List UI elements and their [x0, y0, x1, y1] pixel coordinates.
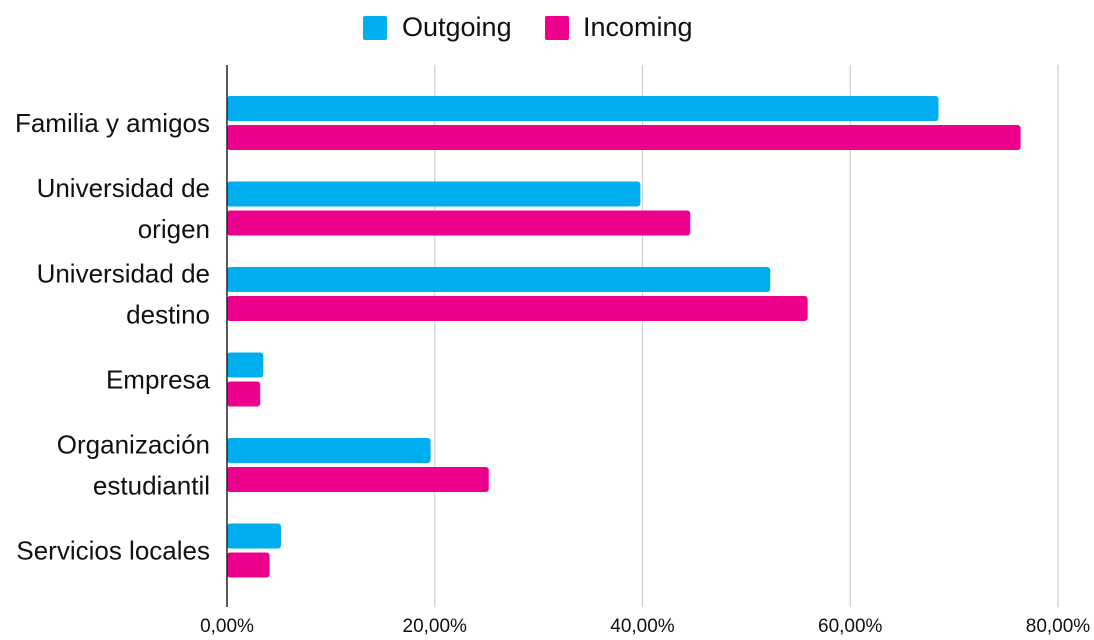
bar-outgoing [227, 523, 282, 549]
bar-outgoing [227, 181, 641, 207]
bars [227, 96, 1021, 578]
legend: Outgoing Incoming [363, 12, 693, 42]
bar-incoming [227, 125, 1021, 150]
bar-incoming [227, 296, 808, 321]
x-tick-label: 0,00% [200, 616, 254, 637]
category-label-line: origen [138, 214, 210, 244]
category-label-line: Organización [57, 430, 210, 460]
bar-outgoing [227, 267, 771, 292]
legend-swatch-incoming [545, 16, 569, 40]
category-label: Familia y amigos [15, 108, 210, 138]
tick-labels: 0,00% 20,00% 40,00% 60,00% 80,00% [200, 616, 1090, 637]
legend-label-incoming: Incoming [583, 12, 693, 42]
category-label-line: Servicios locales [16, 536, 210, 566]
bar-outgoing [227, 438, 431, 463]
legend-label-outgoing: Outgoing [402, 12, 512, 42]
grid-lines [434, 65, 1059, 607]
bar-incoming [227, 381, 261, 407]
legend-swatch-outgoing [363, 16, 387, 40]
category-label-line: destino [126, 300, 210, 330]
bar-incoming [227, 467, 489, 492]
category-label-line: Universidad de [37, 173, 210, 203]
bar-incoming [227, 552, 270, 578]
x-tick-label: 80,00% [1026, 616, 1091, 637]
category-label: Organización estudiantil [57, 430, 210, 501]
bar-incoming [227, 210, 691, 236]
bar-outgoing [227, 352, 264, 378]
category-label: Servicios locales [16, 536, 210, 566]
category-label: Universidad de origen [37, 173, 210, 244]
category-label-line: Empresa [106, 365, 211, 395]
category-label-line: Familia y amigos [15, 108, 210, 138]
category-label-line: Universidad de [37, 259, 210, 289]
x-tick-label: 40,00% [610, 616, 675, 637]
x-tick-label: 20,00% [403, 616, 468, 637]
category-label-line: estudiantil [93, 471, 210, 501]
x-tick-label: 60,00% [818, 616, 883, 637]
bar-outgoing [227, 96, 939, 121]
category-label: Universidad de destino [37, 259, 210, 330]
category-label: Empresa [106, 365, 211, 395]
